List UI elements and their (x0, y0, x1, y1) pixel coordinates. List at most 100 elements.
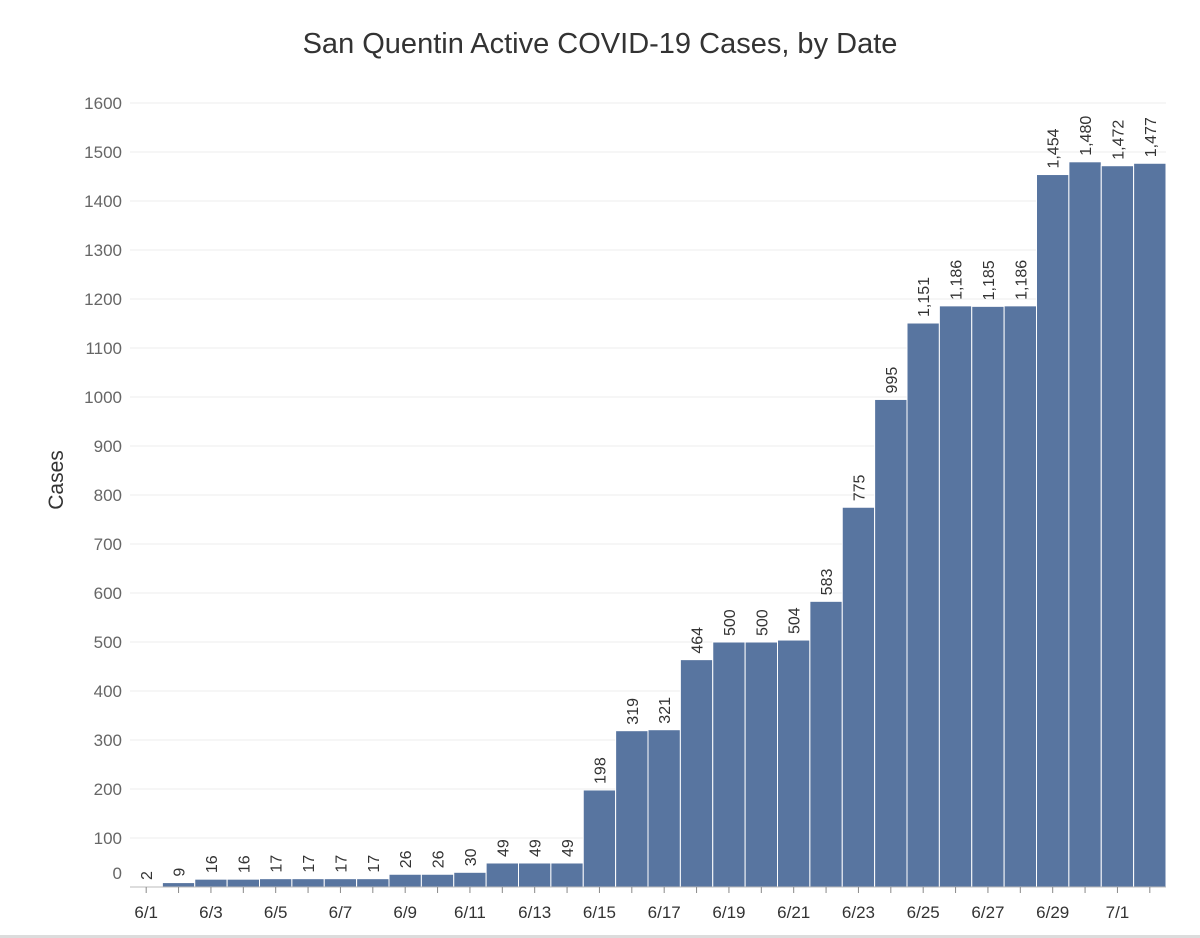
bar (388, 873, 422, 888)
bar (550, 862, 584, 888)
y-tick-label: 1100 (85, 339, 122, 358)
data-label: 995 (884, 367, 901, 394)
y-tick-label: 1300 (84, 241, 122, 260)
bar (615, 730, 649, 888)
data-label: 26 (398, 850, 415, 868)
bar (420, 873, 455, 888)
data-label: 17 (366, 855, 383, 873)
x-axis: 6/1 6/3 6/5 6/7 6/9 6/11 6/13 6/15 6/17 6/19 6/21 6… (130, 886, 1166, 922)
y-tick-label: 200 (94, 780, 122, 799)
bar (1003, 305, 1037, 888)
x-tick-label: 6/3 (199, 903, 223, 922)
data-label: 16 (236, 855, 253, 873)
x-tick-label: 6/25 (907, 903, 940, 922)
y-tick-label: 1000 (84, 388, 122, 407)
x-tick-label: 6/17 (648, 903, 681, 922)
x-tick-label: 6/29 (1036, 903, 1069, 922)
data-label: 16 (204, 855, 221, 873)
data-label: 1,185 (981, 260, 998, 300)
data-label: 1,454 (1046, 128, 1063, 168)
data-label: 2 (139, 871, 156, 880)
y-tick-label: 1400 (84, 192, 122, 211)
data-label: 17 (333, 855, 350, 873)
data-label: 17 (269, 855, 286, 873)
bar (291, 878, 325, 888)
bar (809, 600, 843, 888)
data-label: 17 (301, 855, 318, 873)
bar (906, 322, 940, 888)
bar (161, 882, 196, 888)
x-tick-label: 6/15 (583, 903, 616, 922)
bar (938, 305, 973, 888)
bar (453, 871, 487, 888)
bar (679, 659, 714, 888)
y-tick-label: 1600 (84, 94, 122, 113)
gridlines (130, 102, 1166, 839)
bar (874, 398, 908, 888)
data-label: 775 (851, 474, 868, 501)
y-tick-label: 1200 (84, 290, 122, 309)
x-tick-label: 6/1 (134, 903, 158, 922)
bar (582, 789, 617, 888)
bar (841, 506, 876, 888)
data-label: 30 (463, 848, 480, 866)
x-tick-label: 6/13 (518, 903, 551, 922)
data-labels: 2 9 16 16 17 17 17 17 26 26 30 49 49 49 198 319 321 464 50… (139, 116, 1160, 880)
x-tick-label: 6/9 (393, 903, 417, 922)
y-tick-label: 500 (94, 633, 122, 652)
x-tick-label: 6/23 (842, 903, 875, 922)
bar (777, 639, 811, 888)
bar (1068, 161, 1102, 888)
bar (647, 729, 681, 888)
y-axis: 0 100 200 300 400 500 600 700 800 900 1000 1100 1200… (84, 94, 122, 883)
bar (744, 641, 778, 888)
data-label: 1,186 (949, 260, 966, 300)
bar (971, 305, 1005, 888)
bar (485, 862, 519, 888)
bar (518, 862, 552, 888)
bars (129, 161, 1167, 888)
bar (1100, 165, 1135, 888)
y-tick-label: 700 (94, 535, 122, 554)
bar (323, 878, 358, 888)
data-label: 49 (495, 839, 512, 857)
x-tick-label: 6/19 (712, 903, 745, 922)
data-label: 464 (690, 627, 707, 654)
bar (1036, 174, 1070, 888)
bar (1133, 162, 1167, 888)
x-tick-label: 7/1 (1106, 903, 1130, 922)
bar (194, 878, 228, 888)
x-tick-label: 6/5 (264, 903, 288, 922)
bar (356, 878, 390, 888)
data-label: 500 (754, 609, 771, 636)
data-label: 1,472 (1110, 120, 1127, 160)
bar (259, 878, 293, 888)
data-label: 1,151 (916, 277, 933, 317)
data-label: 49 (528, 839, 545, 857)
y-tick-label: 600 (94, 584, 122, 603)
bar (226, 878, 260, 888)
chart-title: San Quentin Active COVID-19 Cases, by Da… (303, 28, 898, 60)
data-label: 1,480 (1078, 116, 1095, 156)
y-tick-label: 900 (94, 437, 122, 456)
y-tick-label: 800 (94, 486, 122, 505)
y-tick-label: 1500 (84, 143, 122, 162)
data-label: 9 (172, 868, 189, 877)
data-label: 583 (819, 569, 836, 596)
bar (712, 641, 746, 888)
data-label: 504 (787, 607, 804, 634)
data-label: 321 (657, 697, 674, 724)
x-tick-label: 6/7 (329, 903, 353, 922)
x-tick-label: 6/21 (777, 903, 810, 922)
y-axis-label: Cases (45, 450, 68, 510)
data-label: 500 (722, 609, 739, 636)
data-label: 1,477 (1143, 117, 1160, 157)
y-tick-label: 0 (113, 864, 122, 883)
y-tick-label: 300 (94, 731, 122, 750)
x-tick-label: 6/11 (454, 903, 486, 922)
frame-bottom-border (0, 935, 1200, 938)
data-label: 26 (431, 850, 448, 868)
x-tick-label: 6/27 (971, 903, 1004, 922)
data-label: 198 (592, 757, 609, 784)
